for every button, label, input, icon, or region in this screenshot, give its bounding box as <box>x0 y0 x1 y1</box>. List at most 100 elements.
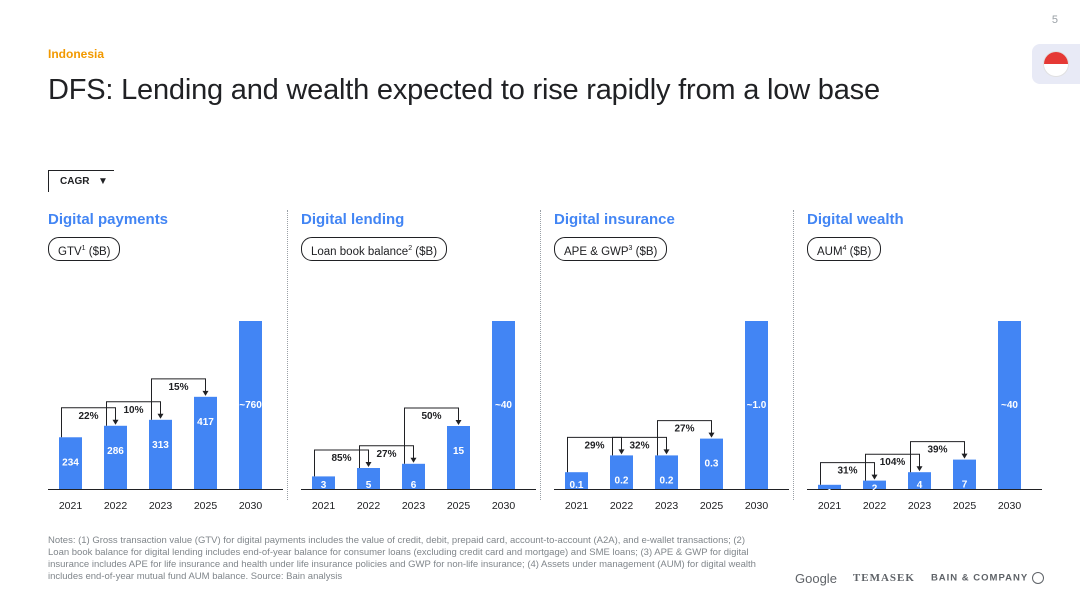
cagr-label: 15% <box>168 382 188 393</box>
cagr-arrowhead-icon <box>410 457 417 463</box>
cagr-bracket <box>657 420 712 456</box>
bar-value-label: 5 <box>366 480 372 491</box>
cagr-label: 31% <box>837 466 857 477</box>
bar <box>565 472 588 489</box>
cagr-arrowhead-icon <box>365 462 372 467</box>
cagr-arrowhead-icon <box>871 474 878 480</box>
bar-value-label: 15 <box>453 446 465 457</box>
unit-pill-wealth: AUM4 ($B) <box>807 237 882 261</box>
bar <box>149 419 172 489</box>
bar <box>402 463 425 489</box>
x-tick-label: 2023 <box>655 500 679 512</box>
bar <box>447 426 470 489</box>
bar <box>908 472 931 489</box>
cagr-label: 10% <box>123 405 143 416</box>
page-number: 5 <box>1051 14 1058 26</box>
cagr-bracket <box>151 378 206 420</box>
x-tick-label: 2022 <box>104 500 128 512</box>
page-title: DFS: Lending and wealth expected to rise… <box>48 74 880 106</box>
panel-title-wealth: Digital wealth <box>807 211 904 228</box>
cagr-bracket <box>865 453 920 481</box>
panel-title-lending: Digital lending <box>301 211 405 228</box>
bar <box>104 425 127 489</box>
x-tick-label: 2030 <box>745 500 769 512</box>
bar-value-label: 1 <box>827 488 833 499</box>
bar <box>998 321 1021 489</box>
bain-mark-icon <box>1032 572 1045 584</box>
panel-title-insurance: Digital insurance <box>554 211 675 228</box>
x-tick-label: 2022 <box>610 500 634 512</box>
x-tick-label: 2021 <box>59 500 83 512</box>
cagr-label: 27% <box>376 449 396 460</box>
bar-value-label: ~1.0 <box>747 400 767 411</box>
bar-value-label: 6 <box>411 480 417 491</box>
unit-pill-insurance: APE & GWP3 ($B) <box>554 237 668 261</box>
cagr-arrowhead-icon <box>157 413 164 419</box>
cagr-bracket <box>314 449 369 477</box>
x-tick-label: 2023 <box>149 500 173 512</box>
x-tick-label: 2021 <box>565 500 589 512</box>
x-tick-label: 2021 <box>818 500 842 512</box>
cagr-label: 29% <box>584 440 604 451</box>
bar <box>953 459 976 489</box>
google-logo: Google <box>795 570 837 586</box>
bar <box>818 484 841 489</box>
bar-value-label: ~40 <box>495 400 512 411</box>
cagr-bracket <box>359 445 414 468</box>
cagr-label: 104% <box>880 457 906 468</box>
cagr-arrowhead-icon <box>663 449 670 455</box>
cagr-arrowhead-icon <box>961 453 968 459</box>
cagr-arrowhead-icon <box>916 466 923 472</box>
x-tick-label: 2021 <box>312 500 336 512</box>
x-tick-label: 2025 <box>447 500 471 512</box>
bar <box>194 396 217 489</box>
cagr-arrowhead-icon <box>618 449 625 455</box>
bar-value-label: 2 <box>872 484 878 495</box>
bar-value-label: 0.3 <box>705 459 719 470</box>
x-tick-label: 2030 <box>239 500 263 512</box>
bar <box>357 468 380 489</box>
cagr-bracket <box>910 441 965 473</box>
bar-value-label: 0.2 <box>660 475 674 486</box>
down-arrow-icon: ▼ <box>98 176 108 187</box>
cagr-bracket <box>106 401 161 426</box>
unit-pill-payments: GTV1 ($B) <box>48 237 121 261</box>
cagr-label: 32% <box>629 440 649 451</box>
bar <box>492 321 515 489</box>
x-tick-label: 2030 <box>998 500 1022 512</box>
cagr-arrowhead-icon <box>455 420 462 425</box>
partner-logos: Google TEMASEK BAIN & COMPANY <box>795 570 1045 586</box>
bar <box>610 455 633 489</box>
cagr-legend: CAGR <box>48 170 114 192</box>
cagr-bracket <box>567 436 622 473</box>
bar <box>655 455 678 489</box>
bar-value-label: 0.2 <box>615 475 629 486</box>
cagr-arrowhead-icon <box>112 419 119 425</box>
x-tick-label: 2025 <box>953 500 977 512</box>
bar-value-label: 3 <box>321 480 327 491</box>
cagr-legend-label: CAGR <box>60 176 90 187</box>
panel-divider <box>793 210 794 500</box>
cagr-bracket <box>612 436 667 456</box>
country-eyebrow: Indonesia <box>48 47 105 61</box>
panel-divider <box>287 210 288 500</box>
cagr-bracket <box>404 407 459 464</box>
bar-value-label: 286 <box>107 446 124 457</box>
bar <box>312 476 335 489</box>
footnotes: Notes: (1) Gross transaction value (GTV)… <box>48 535 756 582</box>
bar-value-label: 0.1 <box>570 480 584 491</box>
country-flag-tab <box>1032 44 1080 84</box>
cagr-arrowhead-icon <box>708 432 715 438</box>
bar-value-label: ~760 <box>239 400 262 411</box>
bar <box>700 438 723 489</box>
bar-value-label: 234 <box>62 457 79 468</box>
bar-value-label: 313 <box>152 440 169 451</box>
bar-value-label: 4 <box>917 480 923 491</box>
panel-divider <box>540 210 541 500</box>
cagr-label: 27% <box>674 424 694 435</box>
bar <box>59 437 82 489</box>
x-tick-label: 2025 <box>194 500 218 512</box>
panel-title-payments: Digital payments <box>48 211 169 228</box>
cagr-label: 85% <box>331 453 351 464</box>
